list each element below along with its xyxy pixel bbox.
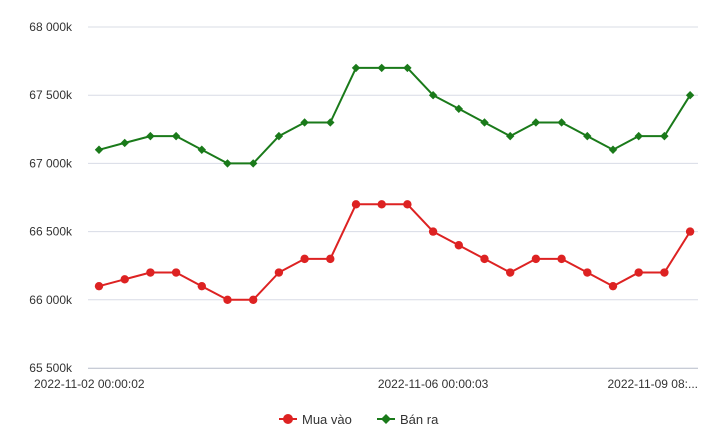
legend-item[interactable]: Bán ra xyxy=(377,412,439,427)
data-point[interactable] xyxy=(403,63,412,73)
data-point[interactable] xyxy=(223,295,232,304)
data-point[interactable] xyxy=(300,118,309,127)
legend-marker-diamond xyxy=(381,414,391,424)
data-point[interactable] xyxy=(506,268,515,277)
legend-item[interactable]: Mua vào xyxy=(279,412,352,427)
y-tick-label: 66 000k xyxy=(29,293,73,307)
legend-marker-circle xyxy=(283,414,293,424)
legend: Mua vào Bán ra xyxy=(279,412,439,427)
data-point[interactable] xyxy=(403,200,412,209)
y-tick-label: 67 500k xyxy=(29,88,73,102)
data-point[interactable] xyxy=(171,131,181,141)
data-point[interactable] xyxy=(660,131,669,141)
data-point[interactable] xyxy=(377,200,386,209)
x-tick-label: 2022-11-06 00:00:03 xyxy=(378,377,489,391)
y-tick-label: 65 500k xyxy=(29,361,73,375)
data-point[interactable] xyxy=(583,268,592,277)
data-point[interactable] xyxy=(197,281,206,291)
y-tick-label: 68 000k xyxy=(29,20,73,34)
data-point[interactable] xyxy=(531,254,541,264)
data-point[interactable] xyxy=(94,281,104,291)
series-line xyxy=(98,203,691,301)
data-point[interactable] xyxy=(120,275,129,284)
data-point[interactable] xyxy=(171,268,181,277)
data-point[interactable] xyxy=(557,254,566,264)
series-line xyxy=(98,66,691,165)
data-point[interactable] xyxy=(583,131,592,141)
data-point[interactable] xyxy=(557,118,566,127)
data-point[interactable] xyxy=(685,91,695,100)
grid-lines xyxy=(88,26,698,369)
data-point[interactable] xyxy=(197,145,206,154)
data-point[interactable] xyxy=(506,131,515,141)
data-point[interactable] xyxy=(146,268,155,277)
data-point[interactable] xyxy=(480,118,489,127)
data-point[interactable] xyxy=(454,104,463,114)
data-point[interactable] xyxy=(274,268,284,277)
data-point[interactable] xyxy=(351,200,361,209)
data-point[interactable] xyxy=(685,227,695,236)
series-lines xyxy=(94,63,695,304)
data-point[interactable] xyxy=(351,63,361,73)
data-point[interactable] xyxy=(249,295,258,304)
data-point[interactable] xyxy=(608,281,618,291)
y-tick-label: 67 000k xyxy=(29,156,73,170)
data-point[interactable] xyxy=(608,145,618,154)
data-point[interactable] xyxy=(454,241,463,250)
data-point[interactable] xyxy=(377,63,386,73)
data-point[interactable] xyxy=(480,254,489,264)
data-point[interactable] xyxy=(634,268,643,277)
legend-label: Mua vào xyxy=(302,412,352,427)
x-tick-label: 2022-11-02 00:00:02 xyxy=(34,377,145,391)
data-point[interactable] xyxy=(94,145,104,154)
data-point[interactable] xyxy=(428,227,438,236)
data-point[interactable] xyxy=(120,138,129,148)
y-axis-ticks: 68 000k 67 500k 67 000k 66 500k 66 000k 65 50… xyxy=(29,20,73,375)
data-point[interactable] xyxy=(223,159,232,168)
x-axis-ticks: 2022-11-02 00:00:02 2022-11-06 00:00:03 20… xyxy=(34,377,698,391)
data-point[interactable] xyxy=(660,268,669,277)
data-point[interactable] xyxy=(428,91,438,100)
data-point[interactable] xyxy=(531,118,541,127)
data-point[interactable] xyxy=(146,131,155,141)
data-point[interactable] xyxy=(300,254,309,264)
legend-label: Bán ra xyxy=(400,412,439,427)
data-point[interactable] xyxy=(249,159,258,168)
y-tick-label: 66 500k xyxy=(29,225,73,239)
series-ban-ra xyxy=(94,63,695,168)
data-point[interactable] xyxy=(326,254,335,264)
data-point[interactable] xyxy=(326,118,335,127)
data-point[interactable] xyxy=(634,131,643,141)
x-tick-label: 2022-11-09 08:... xyxy=(607,377,698,391)
data-point[interactable] xyxy=(274,131,284,141)
series-mua-vao xyxy=(94,200,695,304)
